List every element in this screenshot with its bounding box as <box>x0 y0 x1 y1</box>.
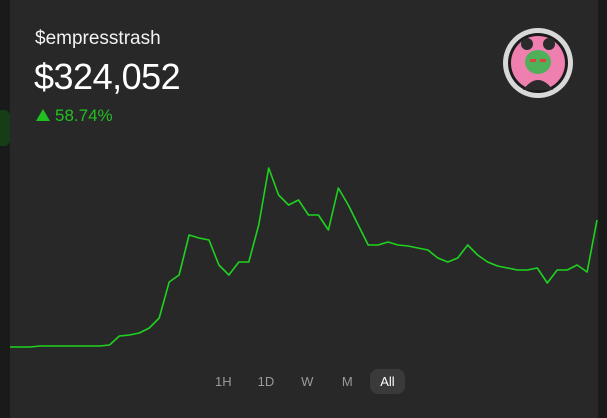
side-tab <box>0 110 10 146</box>
avatar[interactable] <box>501 26 575 100</box>
chart <box>10 167 598 348</box>
range-tab[interactable]: 1H <box>215 374 232 389</box>
avatar-eye <box>530 59 536 62</box>
handle: $empresstrash <box>35 28 161 49</box>
price-line <box>10 167 598 348</box>
price: $324,052 <box>34 56 181 97</box>
avatar-body <box>523 80 553 90</box>
range-tabs: 1H 1D W M All <box>205 369 405 394</box>
avatar-bun <box>543 38 555 50</box>
price-card: $empresstrash $324,052 58.74% 1H 1D W M All <box>10 0 598 418</box>
range-tab[interactable]: 1D <box>257 374 275 389</box>
avatar-eye <box>540 59 546 62</box>
up-arrow <box>36 109 50 121</box>
range-tab[interactable]: All <box>370 369 405 394</box>
avatar-bun <box>521 38 533 50</box>
change: 58.74% <box>36 106 113 126</box>
avatar-face <box>525 50 551 74</box>
range-tab[interactable]: M <box>341 374 353 389</box>
range-tab[interactable]: W <box>301 374 314 389</box>
change-value: 58.74% <box>55 106 113 125</box>
